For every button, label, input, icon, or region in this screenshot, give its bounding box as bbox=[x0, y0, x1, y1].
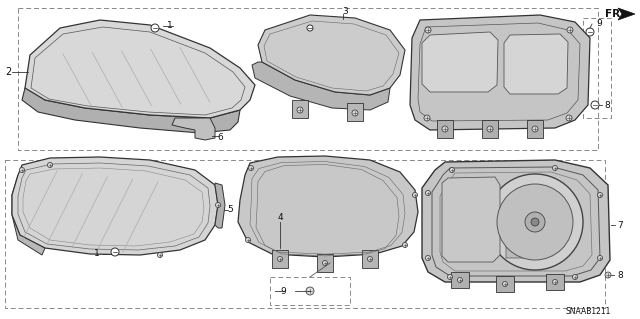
Polygon shape bbox=[215, 183, 225, 228]
Circle shape bbox=[367, 256, 372, 262]
Polygon shape bbox=[410, 15, 590, 130]
Polygon shape bbox=[618, 8, 635, 20]
Circle shape bbox=[458, 278, 463, 283]
Bar bbox=[583, 18, 611, 118]
Circle shape bbox=[525, 212, 545, 232]
Polygon shape bbox=[506, 245, 537, 258]
Text: 2: 2 bbox=[5, 67, 11, 77]
Circle shape bbox=[567, 27, 573, 33]
Circle shape bbox=[449, 167, 454, 173]
Polygon shape bbox=[12, 175, 45, 255]
Polygon shape bbox=[422, 32, 498, 92]
Circle shape bbox=[47, 162, 52, 167]
Bar bbox=[347, 103, 363, 121]
Bar bbox=[18, 8, 598, 150]
Bar bbox=[5, 160, 605, 308]
Circle shape bbox=[306, 287, 314, 295]
Circle shape bbox=[442, 126, 448, 132]
Circle shape bbox=[297, 107, 303, 113]
Circle shape bbox=[425, 27, 431, 33]
Text: FR.: FR. bbox=[605, 9, 625, 19]
Circle shape bbox=[605, 272, 611, 278]
Circle shape bbox=[586, 28, 594, 36]
Text: 6: 6 bbox=[217, 133, 223, 143]
FancyBboxPatch shape bbox=[317, 254, 333, 272]
Bar bbox=[437, 120, 453, 138]
Polygon shape bbox=[238, 156, 418, 257]
Circle shape bbox=[497, 184, 573, 260]
Polygon shape bbox=[22, 88, 240, 133]
Polygon shape bbox=[258, 15, 405, 95]
FancyBboxPatch shape bbox=[362, 250, 378, 268]
Bar bbox=[482, 120, 498, 138]
Text: 4: 4 bbox=[277, 213, 283, 222]
Circle shape bbox=[246, 238, 250, 242]
Circle shape bbox=[426, 256, 431, 261]
Text: 1: 1 bbox=[94, 249, 100, 258]
Text: SNAAB1211: SNAAB1211 bbox=[565, 307, 611, 315]
Circle shape bbox=[278, 256, 282, 262]
Circle shape bbox=[552, 166, 557, 170]
Text: 7: 7 bbox=[617, 220, 623, 229]
Circle shape bbox=[531, 218, 539, 226]
Circle shape bbox=[487, 174, 583, 270]
Circle shape bbox=[413, 192, 417, 197]
Circle shape bbox=[487, 126, 493, 132]
Circle shape bbox=[426, 190, 431, 196]
Circle shape bbox=[424, 115, 430, 121]
Polygon shape bbox=[422, 160, 610, 282]
Circle shape bbox=[532, 126, 538, 132]
Polygon shape bbox=[25, 20, 255, 118]
Circle shape bbox=[352, 110, 358, 116]
Bar bbox=[527, 120, 543, 138]
Circle shape bbox=[19, 167, 24, 173]
Circle shape bbox=[598, 256, 602, 261]
Circle shape bbox=[447, 275, 452, 279]
Polygon shape bbox=[504, 34, 568, 94]
Text: 1: 1 bbox=[167, 21, 173, 31]
Text: 9: 9 bbox=[596, 19, 602, 27]
Circle shape bbox=[307, 25, 313, 31]
Circle shape bbox=[552, 279, 557, 285]
Circle shape bbox=[111, 248, 119, 256]
Text: 8: 8 bbox=[617, 271, 623, 279]
Polygon shape bbox=[252, 62, 390, 110]
Circle shape bbox=[573, 275, 577, 279]
Bar bbox=[270, 277, 350, 305]
Circle shape bbox=[403, 242, 408, 248]
Circle shape bbox=[591, 101, 599, 109]
Bar bbox=[292, 100, 308, 118]
Text: 9: 9 bbox=[280, 286, 286, 295]
Circle shape bbox=[216, 203, 221, 207]
Polygon shape bbox=[442, 177, 500, 262]
Circle shape bbox=[566, 115, 572, 121]
Circle shape bbox=[502, 281, 508, 286]
Text: 3: 3 bbox=[342, 6, 348, 16]
Text: 8: 8 bbox=[604, 100, 610, 109]
Circle shape bbox=[248, 166, 253, 170]
FancyBboxPatch shape bbox=[272, 250, 288, 268]
Circle shape bbox=[151, 24, 159, 32]
Bar bbox=[451, 272, 469, 288]
Text: 5: 5 bbox=[227, 205, 233, 214]
Circle shape bbox=[323, 261, 328, 265]
Circle shape bbox=[598, 192, 602, 197]
Polygon shape bbox=[172, 118, 215, 140]
Polygon shape bbox=[12, 157, 218, 255]
Bar bbox=[496, 276, 514, 292]
Circle shape bbox=[157, 253, 163, 257]
Bar bbox=[546, 274, 564, 290]
